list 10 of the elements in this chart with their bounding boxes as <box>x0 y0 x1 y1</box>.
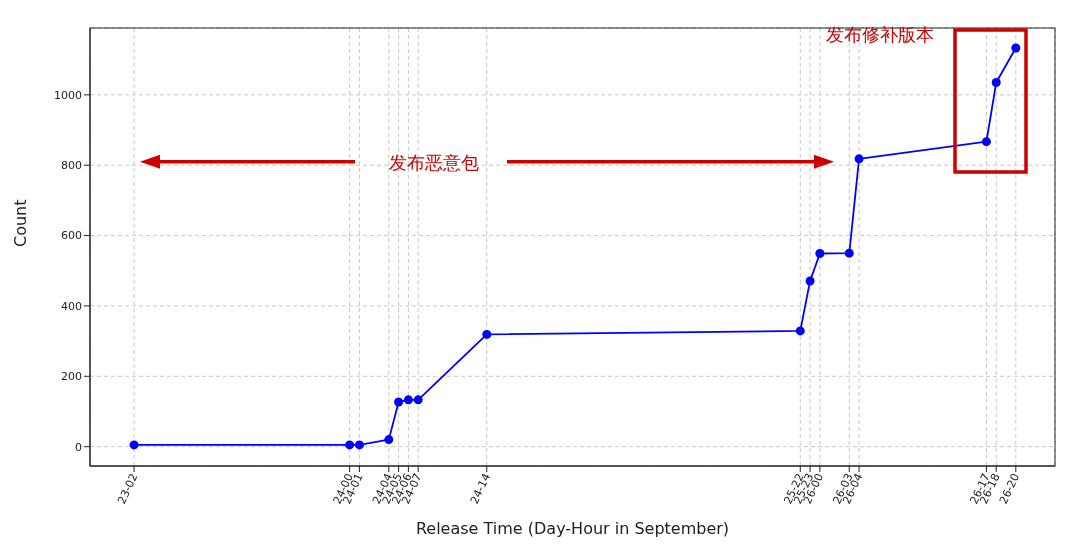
y-tick-label: 1000 <box>54 88 82 102</box>
annotation: 发布恶意包 <box>389 151 479 173</box>
y-tick-label: 600 <box>61 229 82 243</box>
y-axis-title: Count <box>10 199 30 247</box>
x-axis-title: Release Time (Day-Hour in September) <box>415 519 730 538</box>
y-tick-label: 0 <box>75 440 82 454</box>
y-tick-label: 200 <box>61 370 82 384</box>
y-tick-label: 400 <box>61 299 82 313</box>
annotation: 发布修补版本 <box>826 24 934 45</box>
y-tick-label: 800 <box>61 159 82 173</box>
